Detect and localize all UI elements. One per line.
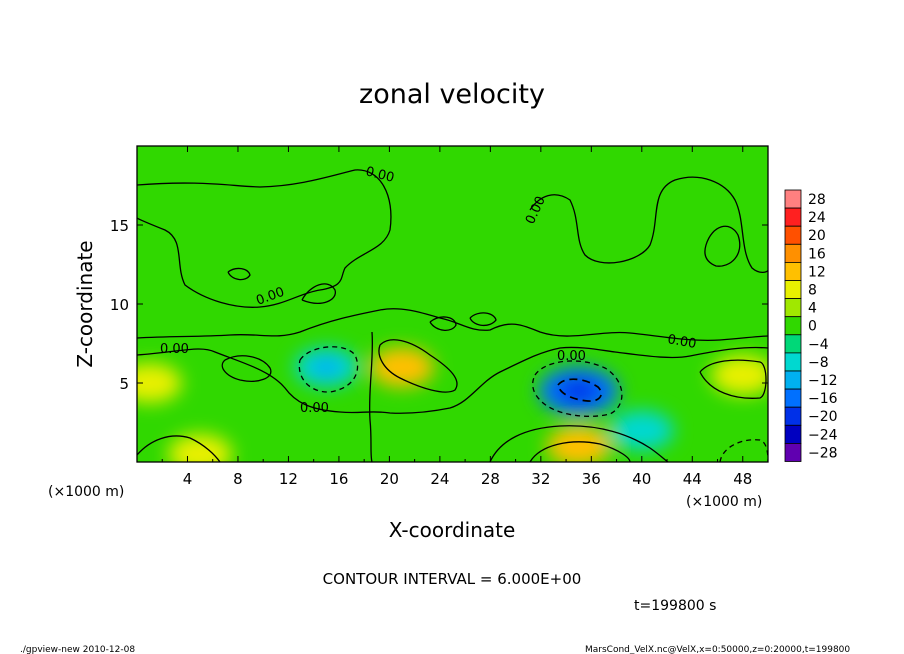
- contour-small-4: [469, 312, 497, 327]
- colorbar-swatch: [784, 280, 802, 300]
- footer-left: ./gpview-new 2010-12-08: [20, 645, 135, 654]
- zero-contour-bottom-right: [489, 425, 669, 462]
- zero-contour-upper: [137, 169, 392, 308]
- contour-max-left: [221, 355, 272, 382]
- colorbar-swatch: [784, 189, 802, 209]
- x-tick-label: 48: [733, 470, 752, 488]
- field-max-2: [710, 355, 768, 396]
- colorbar-label: −20: [808, 409, 838, 425]
- field-min-7: [609, 410, 674, 451]
- colorbar: 28 24 20 16 12 8 4 0 −4 −8 −12 −16 −20 −24 −28: [784, 189, 838, 462]
- zero-contour-upper-right: [529, 176, 768, 274]
- colorbar-label: −24: [808, 427, 838, 443]
- colorbar-label: −28: [808, 445, 838, 461]
- x-tick-label: 8: [233, 470, 243, 488]
- field-core-5: [310, 357, 343, 378]
- colorbar-label: −4: [808, 337, 829, 353]
- y-tick-label: 10: [110, 296, 129, 314]
- contour-max-right: [699, 359, 767, 399]
- contour-label: 0.00: [364, 164, 396, 186]
- zero-contour-bottom-left: [137, 435, 221, 462]
- y-tick-label: 15: [110, 217, 129, 235]
- colorbar-label: 0: [808, 319, 817, 335]
- x-axis-label: X-coordinate: [389, 518, 516, 542]
- colorbar-label: 20: [808, 228, 826, 244]
- time-text: t=199800 s: [634, 598, 716, 614]
- colorbar-label: 12: [808, 264, 826, 280]
- x-tick-label: 44: [683, 470, 702, 488]
- colorbar-swatch: [784, 243, 802, 263]
- footer-right: MarsCond_VelX.nc@VelX,x=0:50000,z=0:2000…: [585, 645, 850, 654]
- x-tick-label: 20: [380, 470, 399, 488]
- contour-label: 0.00: [300, 401, 329, 416]
- colorbar-swatch: [784, 388, 802, 408]
- zero-contour-lower: [137, 346, 768, 414]
- colorbar-swatch: [784, 207, 802, 227]
- colorbar-swatch: [784, 352, 802, 372]
- colorbar-label: −12: [808, 373, 838, 389]
- contour-max-center: [378, 339, 458, 393]
- contour-interval-text: CONTOUR INTERVAL = 6.000E+00: [323, 570, 582, 588]
- plot-area: 0.000.000.000.000.000.000.00 4 8 12 16 20 24 2…: [110, 145, 769, 488]
- contour-label: 0.00: [160, 342, 189, 357]
- contour-small-2: [301, 283, 336, 304]
- contour-min-right: [532, 360, 623, 417]
- x-tick-label: 28: [481, 470, 500, 488]
- velocity-field: [137, 347, 768, 462]
- contour-label: 0.00: [557, 349, 586, 364]
- colorbar-label: 24: [808, 210, 826, 226]
- zero-contour-band: [137, 308, 768, 342]
- colorbar-label: 8: [808, 283, 817, 299]
- colorbar-label: 16: [808, 246, 826, 262]
- contour-max-bottom: [529, 441, 631, 462]
- colorbar-swatch: [784, 316, 802, 336]
- plot-background: [137, 146, 768, 462]
- colorbar-label: −8: [808, 355, 829, 371]
- contour-lines: [137, 169, 768, 462]
- contour-small-1: [227, 267, 251, 281]
- zero-contour-vertical: [368, 331, 374, 462]
- y-axis: 5 10 15: [110, 217, 768, 393]
- contour-small-5: [704, 225, 741, 267]
- field-core-6: [558, 378, 599, 403]
- contour-min-left: [298, 346, 359, 393]
- x-tick-label: 12: [279, 470, 298, 488]
- colorbar-label: 28: [808, 192, 826, 208]
- colorbar-swatch: [784, 406, 802, 426]
- colorbar-swatch: [784, 225, 802, 245]
- contour-small-3: [429, 316, 457, 331]
- contour-label: 0.00: [666, 332, 697, 352]
- x-tick-label: 36: [582, 470, 601, 488]
- x-tick-label: 32: [531, 470, 550, 488]
- x-unit-left: (×1000 m): [48, 484, 124, 500]
- colorbar-swatch: [784, 334, 802, 354]
- colorbar-label: 4: [808, 301, 817, 317]
- x-tick-label: 4: [183, 470, 193, 488]
- y-tick-label: 5: [119, 375, 129, 393]
- contour-min-core: [557, 378, 602, 402]
- field-max-1: [137, 363, 182, 403]
- x-tick-label: 40: [632, 470, 651, 488]
- field-core-0: [386, 357, 419, 378]
- x-tick-label: 24: [430, 470, 449, 488]
- y-axis-label: Z-coordinate: [73, 240, 97, 367]
- x-unit-right: (×1000 m): [686, 494, 762, 510]
- field-core-3: [562, 436, 595, 457]
- x-axis: 4 8 12 16 20 24 28 32 36 40 44 48: [161, 146, 752, 488]
- colorbar-swatch: [784, 424, 802, 444]
- x-tick-label: 16: [329, 470, 348, 488]
- colorbar-swatch: [784, 442, 802, 462]
- chart-title: zonal velocity: [359, 79, 545, 110]
- colorbar-swatch: [784, 261, 802, 281]
- colorbar-label: −16: [808, 391, 838, 407]
- colorbar-swatch: [784, 370, 802, 390]
- colorbar-swatch: [784, 298, 802, 318]
- field-max-4: [168, 434, 233, 462]
